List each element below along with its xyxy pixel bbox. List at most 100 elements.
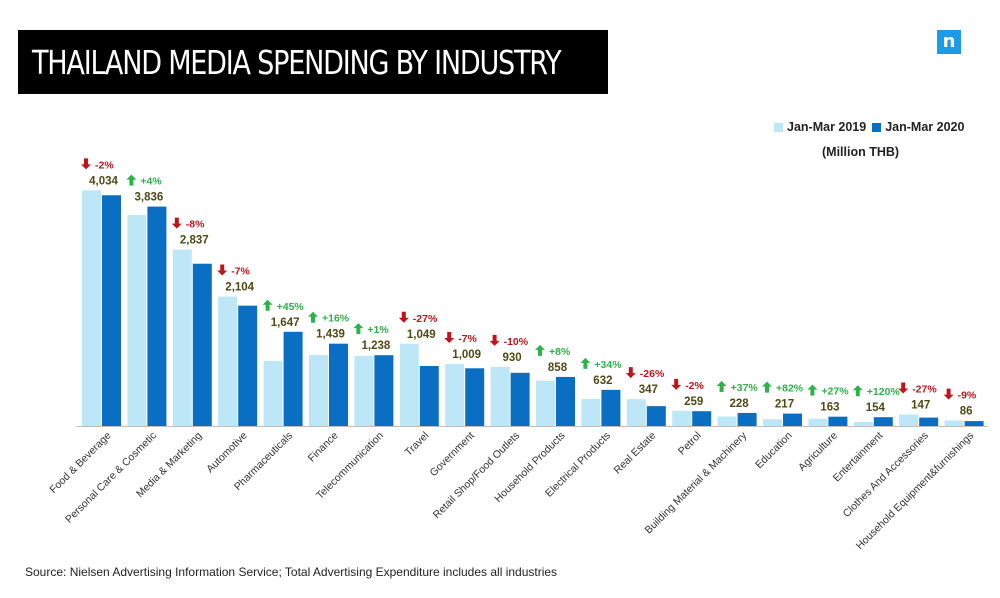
category-label: Retail Shop/Food Outlets (431, 430, 522, 521)
change-label: +34% (594, 359, 622, 371)
value-label: 858 (548, 362, 568, 374)
value-label: 1,647 (271, 317, 300, 329)
bar-2020 (919, 417, 939, 426)
bar-2019 (354, 355, 374, 426)
down-arrow-icon (81, 158, 91, 170)
change-label: -10% (504, 336, 529, 348)
bar-2019 (899, 414, 919, 426)
change-label: -7% (231, 266, 250, 278)
value-label: 2,104 (225, 282, 254, 294)
bar-2019 (672, 410, 692, 426)
bar-2019 (82, 190, 101, 426)
bar-2019 (218, 296, 238, 426)
value-label: 930 (503, 352, 522, 364)
chart-legend: Jan-Mar 2019 Jan-Mar 2020 (774, 120, 964, 134)
category-label: Finance (306, 430, 341, 465)
up-arrow-icon (353, 323, 364, 335)
change-label: +16% (322, 313, 350, 325)
bar-2020 (329, 343, 348, 426)
category-label: Agriculture (796, 430, 840, 474)
value-label: 147 (911, 400, 930, 412)
bar-2020 (964, 421, 984, 426)
up-arrow-icon (126, 174, 137, 186)
legend-swatch-2019 (774, 122, 783, 132)
change-label: -9% (958, 390, 977, 402)
change-label: +45% (277, 301, 305, 313)
value-label: 3,836 (135, 192, 164, 204)
legend-item-2020: Jan-Mar 2020 (872, 120, 964, 134)
bar-2019 (309, 355, 328, 426)
value-label: 86 (960, 406, 973, 418)
bar-2019 (808, 418, 828, 426)
up-arrow-icon (308, 311, 318, 323)
category-label: Travel (403, 430, 432, 459)
bar-2019 (399, 343, 419, 426)
bar-2020 (238, 305, 258, 426)
bar-2020 (419, 365, 439, 426)
change-label: +1% (367, 324, 389, 336)
category-label: Government (427, 430, 476, 479)
down-arrow-icon (444, 331, 455, 343)
bar-2019 (536, 380, 555, 426)
value-label: 1,238 (362, 340, 391, 352)
bar-2019 (944, 420, 964, 426)
up-arrow-icon (535, 344, 545, 356)
legend-label-2020: Jan-Mar 2020 (885, 120, 965, 134)
category-label: Personal Care & Cosmetic (63, 430, 159, 526)
bar-2019 (763, 419, 782, 426)
change-label: -2% (95, 159, 114, 171)
value-label: 347 (639, 384, 658, 396)
up-arrow-icon (852, 385, 863, 397)
bar-chart: 4,034-2%Food & Beverage3,836+4%Personal … (47, 158, 988, 552)
down-arrow-icon (943, 388, 954, 400)
title-bar: THAILAND MEDIA SPENDING BY INDUSTRY (18, 30, 608, 94)
bar-2019 (490, 366, 510, 426)
down-arrow-icon (671, 378, 682, 390)
bar-2020 (828, 416, 848, 426)
change-label: -2% (685, 380, 704, 392)
change-label: +82% (776, 383, 804, 395)
legend-swatch-2020 (872, 122, 882, 132)
down-arrow-icon (489, 334, 500, 346)
down-arrow-icon (898, 382, 909, 394)
nielsen-logo-icon: n (937, 30, 961, 54)
up-arrow-icon (580, 357, 591, 369)
up-arrow-icon (716, 380, 727, 392)
value-label: 632 (593, 375, 612, 387)
unit-label: (Million THB) (822, 145, 900, 159)
up-arrow-icon (262, 299, 273, 311)
change-label: -27% (912, 384, 937, 396)
bar-2020 (737, 412, 757, 426)
bar-2019 (127, 215, 147, 426)
change-label: +4% (140, 176, 162, 188)
legend-item-2019: Jan-Mar 2019 (774, 120, 866, 134)
change-label: +37% (731, 382, 759, 394)
bar-2020 (465, 368, 485, 426)
value-label: 1,049 (407, 329, 436, 341)
down-arrow-icon (398, 311, 409, 323)
value-label: 2,837 (180, 235, 209, 247)
bar-2020 (601, 389, 621, 426)
bar-2019 (263, 361, 283, 426)
category-label: Automotive (204, 430, 250, 476)
bar-2020 (374, 355, 394, 426)
change-label: -8% (186, 219, 205, 231)
bar-2019 (445, 363, 465, 426)
bar-2020 (510, 372, 530, 426)
category-label: Education (753, 430, 795, 472)
change-label: -26% (640, 368, 665, 380)
value-label: 217 (775, 399, 794, 411)
value-label: 228 (730, 398, 750, 410)
down-arrow-icon (171, 217, 182, 229)
value-label: 154 (866, 402, 886, 414)
down-arrow-icon (217, 264, 228, 276)
change-label: -7% (458, 333, 477, 345)
change-label: +120% (867, 386, 901, 398)
up-arrow-icon (807, 384, 818, 396)
bar-2020 (873, 417, 893, 426)
bar-2020 (192, 263, 212, 426)
bar-2020 (147, 206, 167, 426)
bar-2020 (646, 406, 666, 426)
down-arrow-icon (625, 367, 636, 379)
category-label: Petrol (676, 430, 704, 458)
